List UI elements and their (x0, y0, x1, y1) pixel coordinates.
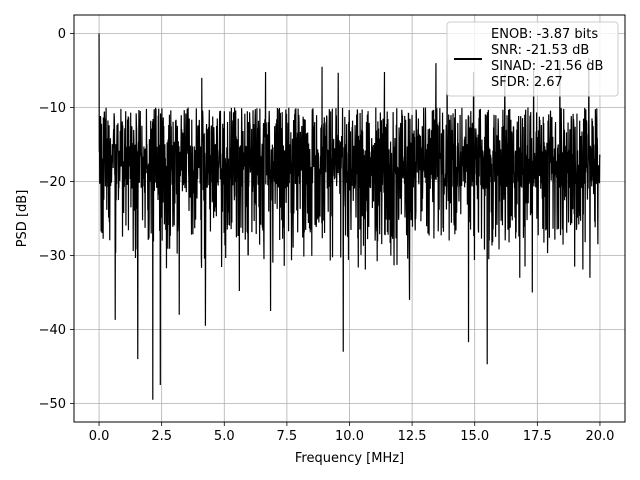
x-tick-label: 7.5 (277, 429, 298, 444)
legend-entry-sfdr: SFDR: 2.67 (491, 75, 563, 90)
x-tick-label: 5.0 (214, 429, 235, 444)
y-tick-label: −10 (39, 101, 66, 116)
y-tick-label: −30 (39, 249, 66, 264)
x-tick-label: 17.5 (523, 429, 552, 444)
x-tick-label: 0.0 (89, 429, 110, 444)
y-tick-label: −50 (39, 397, 66, 412)
x-tick-label: 2.5 (151, 429, 172, 444)
x-axis-label: Frequency [MHz] (295, 451, 404, 466)
x-tick-label: 12.5 (398, 429, 427, 444)
legend-entry-sinad: SINAD: -21.56 dB (491, 59, 603, 74)
legend: ENOB: -3.87 bits SNR: -21.53 dB SINAD: -… (446, 21, 619, 97)
x-tick-label: 15.0 (460, 429, 489, 444)
y-axis-ticks: 0 −10 −20 −30 −40 −50 (39, 27, 74, 412)
x-axis-ticks: 0.0 2.5 5.0 7.5 10.0 12.5 15.0 17.5 20.0 (89, 422, 614, 444)
legend-box (446, 21, 619, 97)
y-tick-label: 0 (58, 27, 66, 42)
x-tick-label: 20.0 (585, 429, 614, 444)
y-axis-label: PSD [dB] (15, 190, 30, 248)
y-tick-label: −40 (39, 323, 66, 338)
y-tick-label: −20 (39, 175, 66, 190)
psd-line (98, 33, 601, 400)
x-tick-label: 10.0 (335, 429, 364, 444)
legend-entry-enob: ENOB: -3.87 bits (491, 27, 598, 42)
psd-line-group (98, 33, 601, 400)
legend-entry-snr: SNR: -21.53 dB (491, 43, 589, 58)
